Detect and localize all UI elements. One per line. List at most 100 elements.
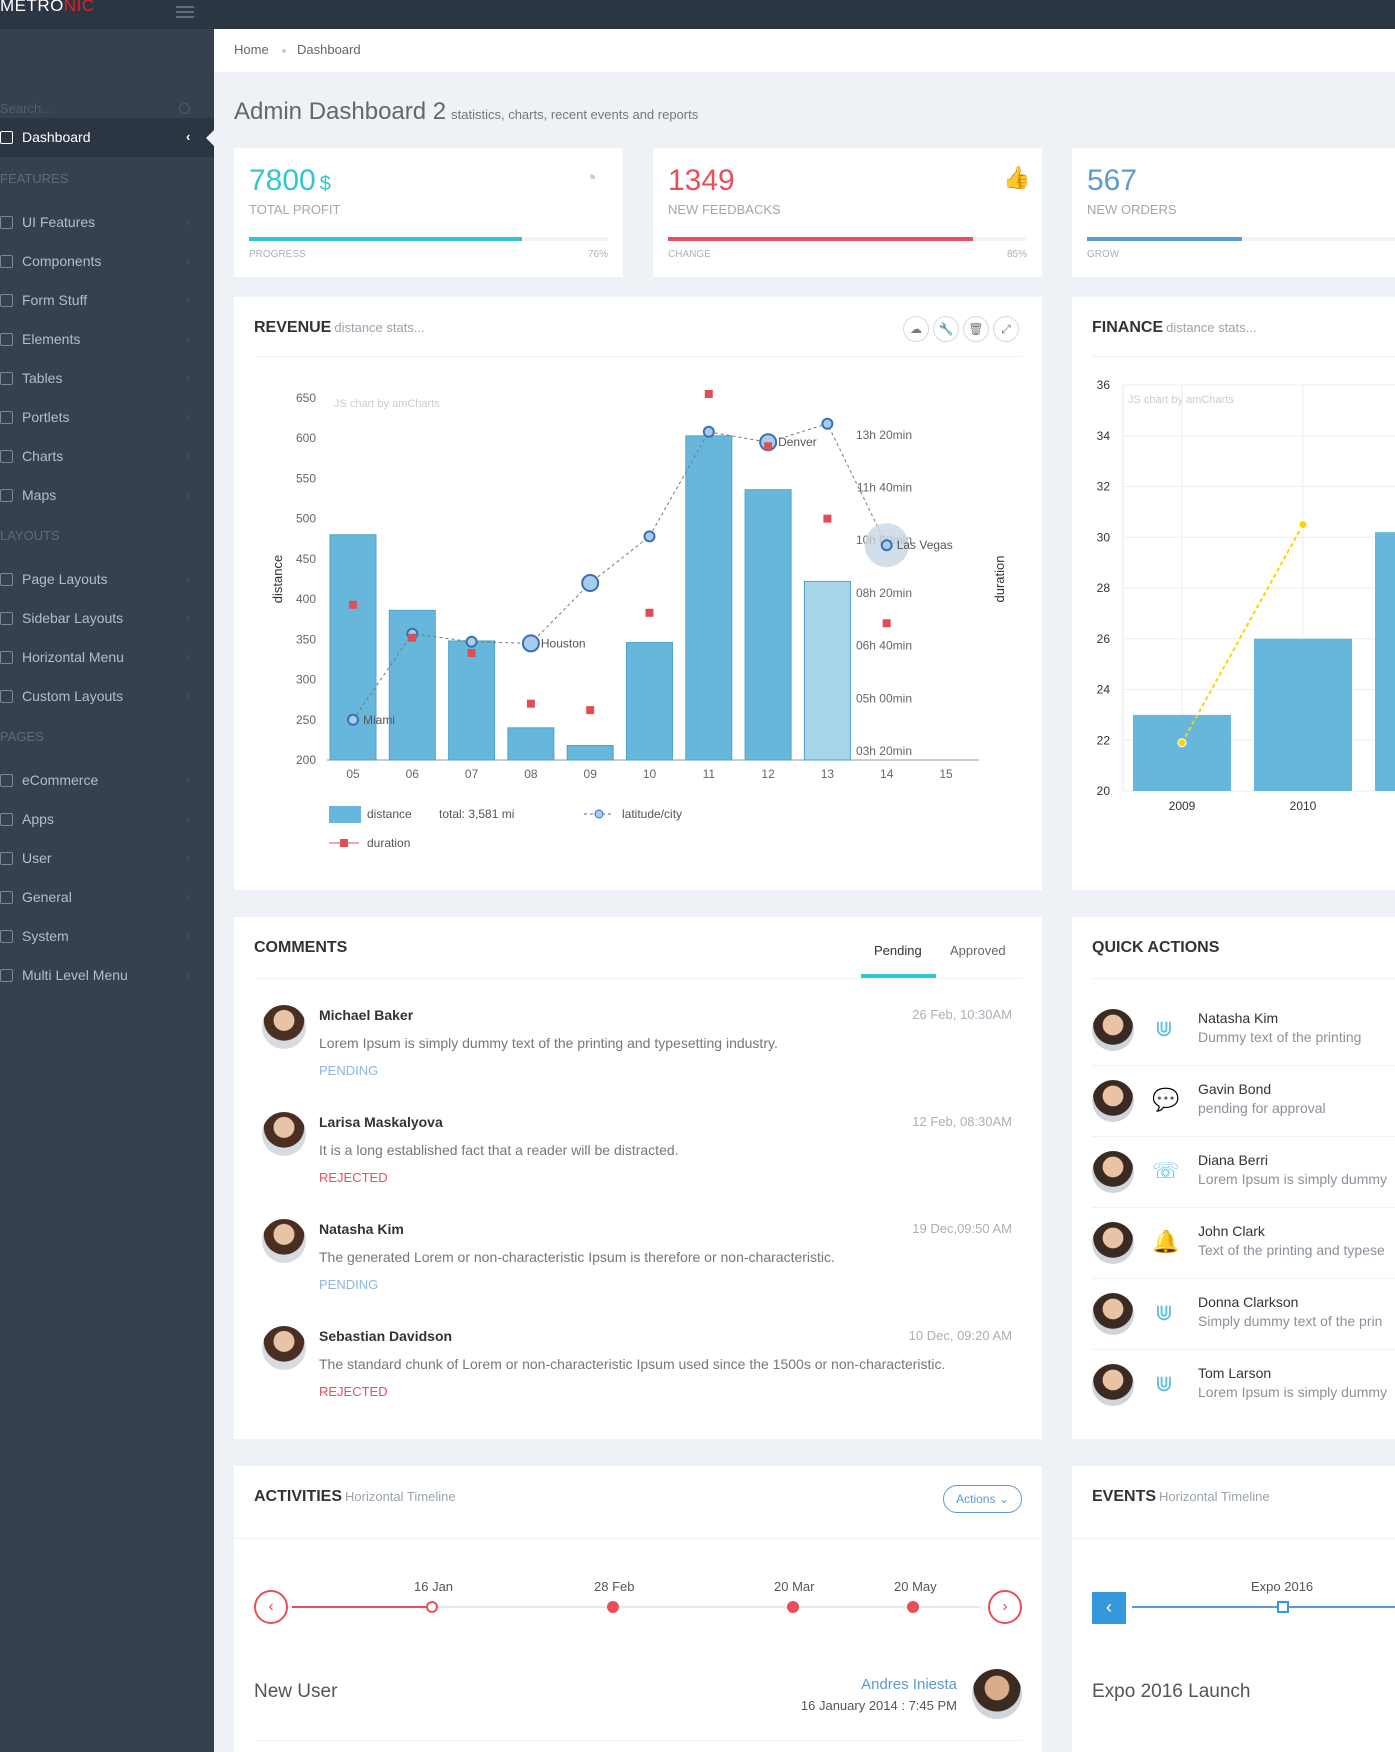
timeline-date[interactable]: 20 May (894, 1579, 937, 1594)
point-duration (349, 600, 357, 609)
comment-status[interactable]: REJECTED (319, 1170, 388, 1185)
city-label: Miami (363, 713, 395, 727)
sidebar-item-apps[interactable]: Apps ‹ (0, 800, 214, 839)
sidebar-item-label: Sidebar Layouts (22, 610, 124, 626)
timeline-date[interactable]: 20 Mar (774, 1579, 815, 1594)
page-subtitle: statistics, charts, recent events and re… (451, 107, 699, 122)
quick-action-name[interactable]: Diana Berri (1198, 1152, 1269, 1168)
timeline-date[interactable]: 16 Jan (414, 1579, 454, 1594)
sidebar-item-label: Multi Level Menu (22, 967, 128, 983)
sidebar-item-dashboard[interactable]: Dashboard ‹ (0, 118, 214, 157)
y-tick-label: 28 (1097, 581, 1111, 595)
bar-distance (626, 642, 673, 761)
quick-action-item[interactable]: ⋓ Natasha Kim Dummy text of the printing (1092, 995, 1395, 1066)
x-tick-label: 15 (939, 767, 953, 781)
sidebar-item-charts[interactable]: Charts ‹ (0, 437, 214, 476)
timeline-dot[interactable] (1277, 1601, 1289, 1613)
sidebar-item-label: Dashboard (22, 129, 91, 145)
comment-author[interactable]: Larisa Maskalyova (319, 1114, 443, 1130)
timeline-next-button[interactable]: › (988, 1590, 1022, 1624)
quick-action-name[interactable]: John Clark (1198, 1223, 1265, 1239)
portlet-title: ACTIVITIES Horizontal Timeline (254, 1488, 456, 1505)
sidebar-item-user[interactable]: User ‹ (0, 839, 214, 878)
menu-icon (0, 255, 13, 268)
portlet-title: COMMENTS (254, 939, 348, 956)
progress-value: 85% (1006, 249, 1027, 260)
sidebar-item-general[interactable]: General ‹ (0, 878, 214, 917)
actions-button[interactable]: Actions ⌄ (943, 1485, 1022, 1513)
sidebar-item-components[interactable]: Components ‹ (0, 242, 214, 281)
quick-action-name[interactable]: Gavin Bond (1198, 1081, 1272, 1097)
y-tick-label: 250 (296, 713, 316, 727)
quick-action-item[interactable]: ⋓ Donna Clarkson Simply dummy text of the … (1092, 1279, 1395, 1350)
point-duration (645, 608, 654, 617)
line-latitude (352, 423, 888, 721)
tab-approved[interactable]: Approved (950, 943, 1006, 958)
point-duration (467, 649, 476, 658)
timeline-dot[interactable] (607, 1601, 619, 1613)
timeline-dot[interactable] (907, 1601, 919, 1613)
portlet-title: REVENUE distance stats... (254, 319, 425, 336)
point-latitude (643, 530, 656, 543)
quick-action-item[interactable]: ⋓ Tom Larson Lorem Ipsum is simply dummy (1092, 1350, 1395, 1421)
sidebar-item-label: Horizontal Menu (22, 649, 124, 665)
quick-action-item[interactable]: 💬 Gavin Bond pending for approval (1092, 1066, 1395, 1137)
comment-status[interactable]: PENDING (319, 1277, 379, 1292)
sidebar-item-portlets[interactable]: Portlets ‹ (0, 398, 214, 437)
comment-status[interactable]: PENDING (319, 1063, 379, 1078)
fullscreen-icon[interactable]: ⤢ (993, 316, 1019, 342)
trash-icon[interactable]: 🗑 (963, 316, 989, 342)
comment-author[interactable]: Sebastian Davidson (319, 1328, 453, 1344)
chevron-left-icon: ‹ (186, 214, 191, 229)
menu-icon (0, 294, 13, 307)
bar-distance (448, 640, 496, 761)
quick-action-item[interactable]: 🔔 John Clark Text of the printing and type… (1092, 1208, 1395, 1279)
cloud-upload-icon[interactable]: ☁ (903, 316, 929, 342)
chevron-left-icon: ‹ (186, 688, 191, 703)
timeline-prev-button[interactable]: ‹ (254, 1590, 288, 1624)
sidebar-item-page-layouts[interactable]: Page Layouts ‹ (0, 560, 214, 599)
avatar (262, 1005, 306, 1049)
sidebar-item-elements[interactable]: Elements ‹ (0, 320, 214, 359)
quick-action-item[interactable]: ☏ Diana Berri Lorem Ipsum is simply dummy (1092, 1137, 1395, 1208)
quick-action-name[interactable]: Donna Clarkson (1198, 1294, 1299, 1310)
sidebar-item-tables[interactable]: Tables ‹ (0, 359, 214, 398)
timeline-date[interactable]: Expo 2016 (1251, 1579, 1314, 1594)
quick-action-name[interactable]: Natasha Kim (1198, 1010, 1279, 1026)
app-logo[interactable]: METRONIC (0, 0, 95, 15)
chevron-left-icon: ‹ (186, 928, 191, 943)
timeline-date[interactable]: 28 Feb (594, 1579, 635, 1594)
progress-label: GROW (1087, 249, 1120, 260)
comment-status[interactable]: REJECTED (319, 1384, 388, 1399)
timeline-dot[interactable] (787, 1601, 799, 1613)
point-duration (882, 619, 891, 628)
sidebar-item-multi-level-menu[interactable]: Multi Level Menu ‹ (0, 956, 214, 995)
sidebar-item-form-stuff[interactable]: Form Stuff ‹ (0, 281, 214, 320)
search-icon[interactable] (179, 103, 190, 114)
y-tick-label: 26 (1097, 632, 1111, 646)
point-duration (586, 706, 595, 715)
event-author[interactable]: Andres Iniesta (861, 1676, 957, 1693)
sidebar-item-horizontal-menu[interactable]: Horizontal Menu ‹ (0, 638, 214, 677)
y2-tick-label: 11h 40min (857, 481, 912, 495)
sidebar-item-ui-features[interactable]: UI Features ‹ (0, 203, 214, 242)
chevron-left-icon: ‹ (186, 850, 191, 865)
x-tick-label: 08 (524, 767, 538, 781)
wrench-icon[interactable]: 🔧 (933, 316, 959, 342)
activities-portlet: ACTIVITIES Horizontal Timeline Actions ⌄ … (234, 1466, 1042, 1752)
quick-action-name[interactable]: Tom Larson (1198, 1365, 1272, 1381)
tab-pending[interactable]: Pending (874, 943, 922, 958)
sidebar-item-custom-layouts[interactable]: Custom Layouts ‹ (0, 677, 214, 716)
comment-author[interactable]: Michael Baker (319, 1007, 414, 1023)
event-title: New User (254, 1681, 338, 1702)
sidebar-item-sidebar-layouts[interactable]: Sidebar Layouts ‹ (0, 599, 214, 638)
menu-toggle-icon[interactable] (176, 6, 194, 18)
sidebar-item-ecommerce[interactable]: eCommerce ‹ (0, 761, 214, 800)
timeline-prev-button[interactable]: ‹ (1092, 1592, 1126, 1624)
timeline-dot[interactable] (426, 1601, 438, 1613)
comment-author[interactable]: Natasha Kim (319, 1221, 404, 1237)
chevron-left-icon: ‹ (186, 370, 191, 385)
sidebar-item-system[interactable]: System ‹ (0, 917, 214, 956)
breadcrumb-home[interactable]: Home (234, 42, 269, 57)
sidebar-item-maps[interactable]: Maps ‹ (0, 476, 214, 515)
